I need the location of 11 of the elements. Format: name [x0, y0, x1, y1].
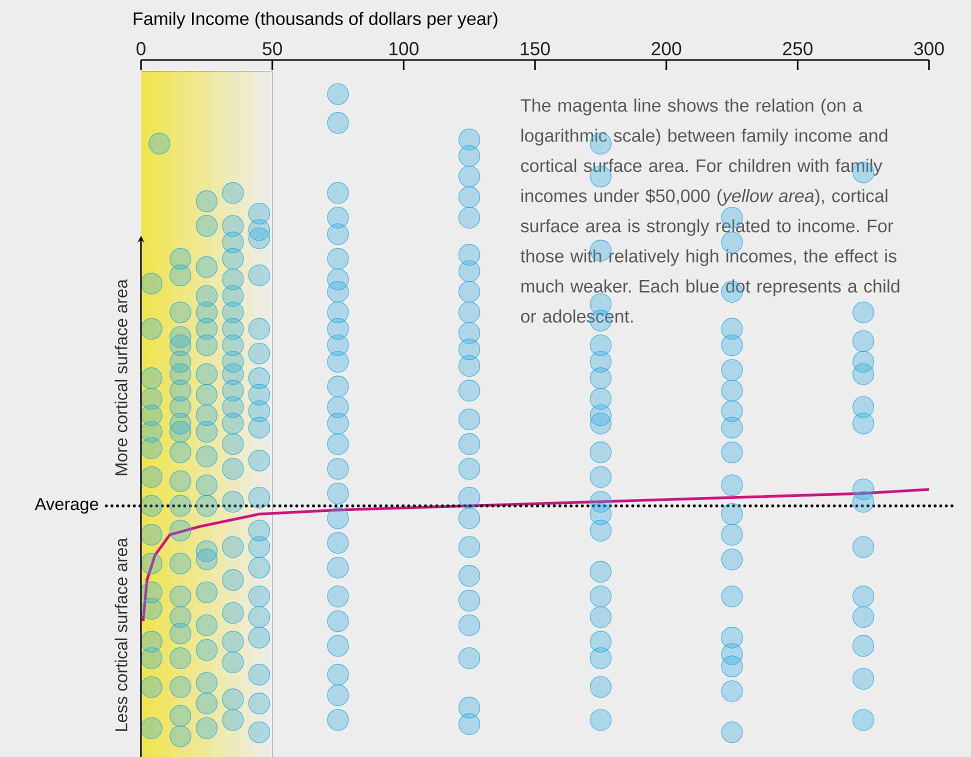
x-axis-title: Family Income (thousands of dollars per year): [134, 12, 498, 29]
text: Less cortical surface area: [114, 538, 128, 731]
x-tick-label: 250: [783, 42, 813, 56]
ref-line-label: Average: [34, 498, 98, 514]
x-tick-label: 300: [914, 42, 944, 56]
x-tick-label: 150: [520, 42, 550, 56]
text: More cortical surface area: [114, 279, 128, 476]
x-tick-label: 200: [652, 42, 682, 56]
x-tick-label: 0: [136, 42, 146, 56]
x-tick-label: 50: [262, 42, 282, 56]
x-tick-label: 100: [390, 42, 419, 56]
